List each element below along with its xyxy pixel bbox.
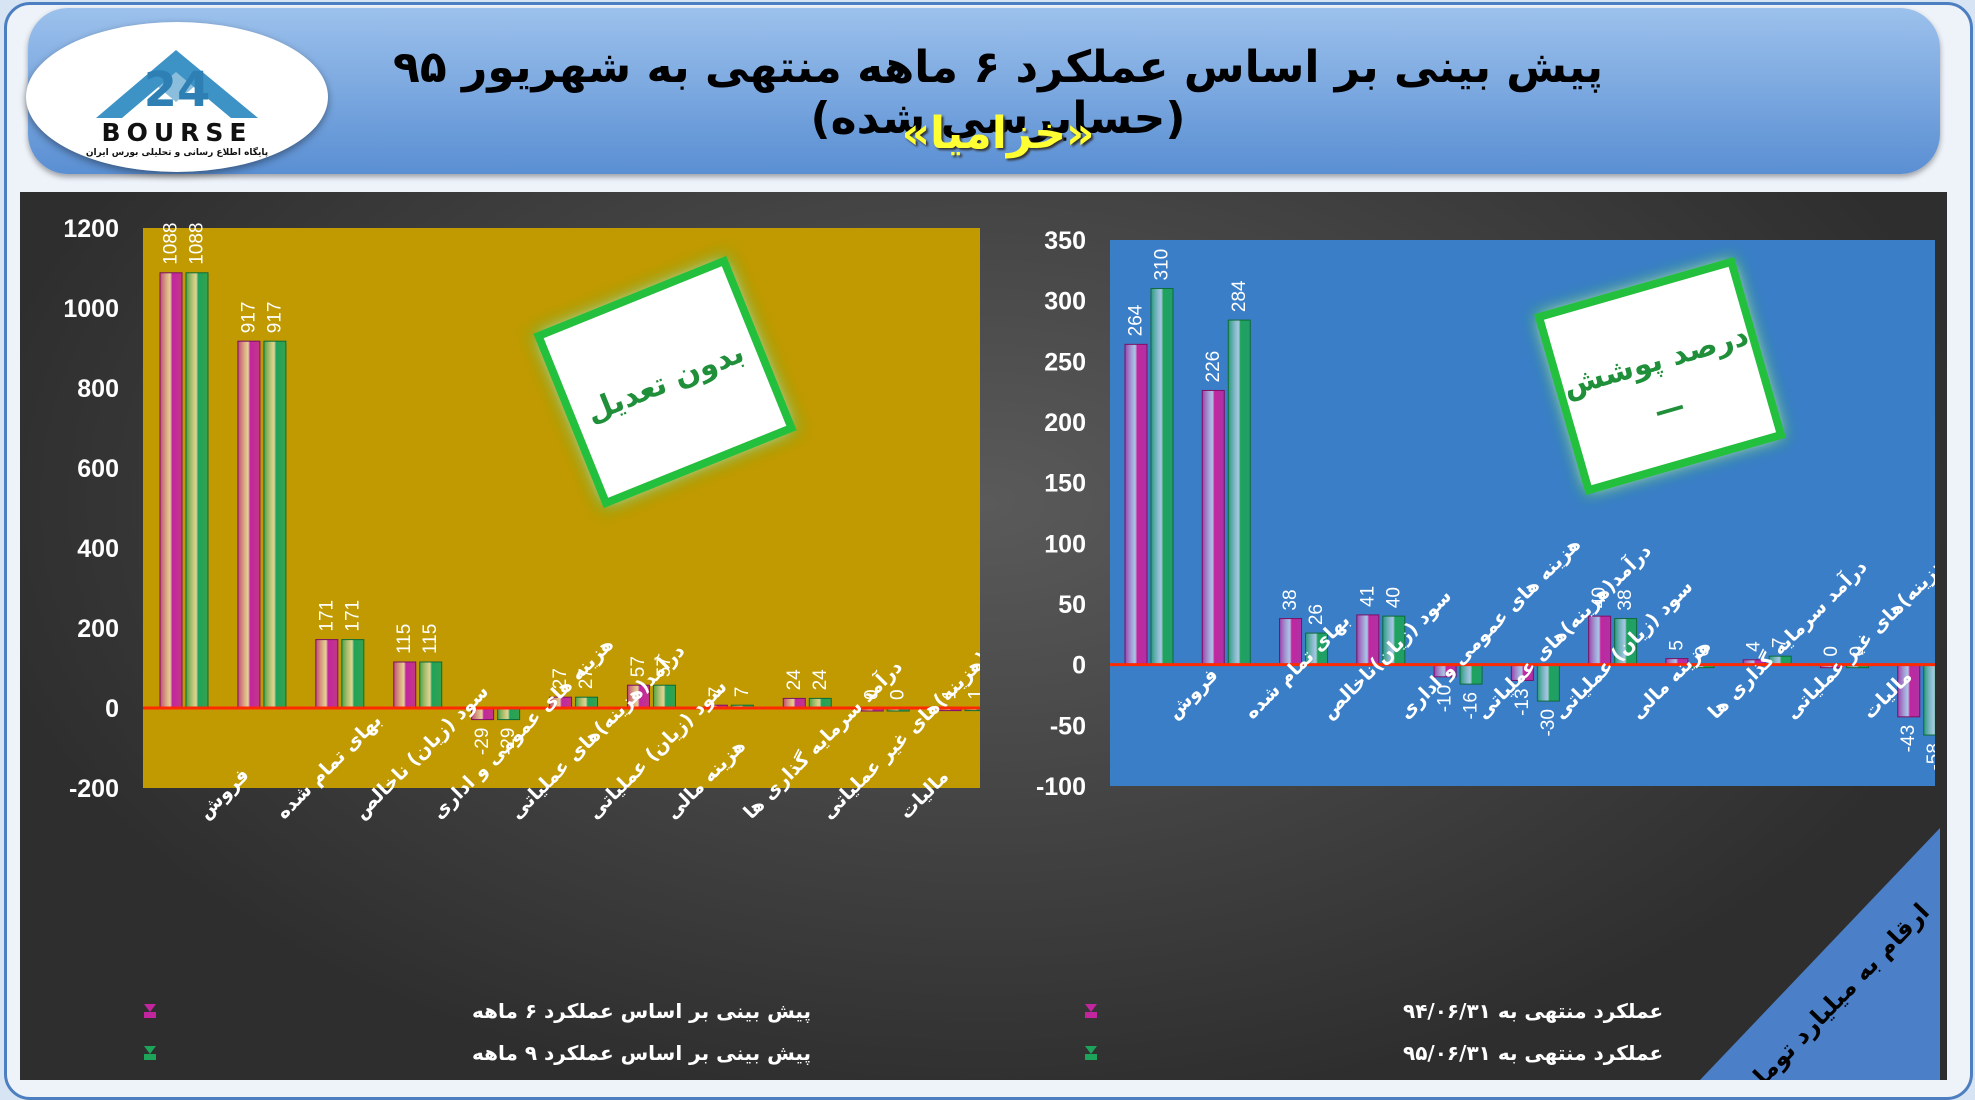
legend-marker <box>144 1004 156 1012</box>
page-title: پیش بینی بر اساس عملکرد ۶ ماهه منتهی به … <box>393 42 1603 144</box>
y-tick-label: 0 <box>1072 652 1086 680</box>
unit-banner: ارقام به میلیارد تومان <box>1700 828 1940 1080</box>
y-tick-label: 200 <box>77 615 119 643</box>
data-label: 115 <box>394 624 415 654</box>
y-tick-label: -200 <box>69 775 119 803</box>
data-label: 7 <box>1770 638 1791 649</box>
legend-label: پیش بینی بر اساس عملکرد ۹ ماهه <box>472 1041 811 1066</box>
data-label: 115 <box>420 624 441 654</box>
logo-mark-icon: 24 <box>96 50 258 118</box>
data-label: 27 <box>576 668 597 689</box>
data-label: 917 <box>238 301 259 333</box>
data-label: 0 <box>1692 646 1713 657</box>
legend-marker <box>1085 1004 1097 1012</box>
legend-label: عملکرد منتهی به ۹۴/۰۶/۳۱ <box>1403 999 1663 1023</box>
data-label: 1088 <box>187 223 208 265</box>
data-label: -30 <box>1538 709 1559 736</box>
badge: بدون تعدیل <box>533 255 797 509</box>
data-label: 7 <box>732 687 753 698</box>
data-label: 26 <box>1306 604 1327 625</box>
data-label: -43 <box>1898 725 1919 752</box>
legend-label: عملکرد منتهی به ۹۵/۰۶/۳۱ <box>1403 1041 1663 1065</box>
data-label: 7 <box>706 687 727 698</box>
y-tick-label: 600 <box>77 455 119 483</box>
legend-marker <box>144 1054 156 1060</box>
data-label: 284 <box>1229 280 1250 312</box>
data-label: 1 <box>966 689 980 700</box>
data-label: -10 <box>1435 685 1456 712</box>
data-label: 0 <box>862 689 883 700</box>
data-label: 40 <box>1589 587 1610 608</box>
y-tick-label: 0 <box>105 695 119 723</box>
data-label: 24 <box>784 669 805 691</box>
data-label: -13 <box>1512 688 1533 715</box>
data-label: 264 <box>1126 304 1147 336</box>
data-label: 310 <box>1152 249 1173 281</box>
y-tick-label: 50 <box>1058 591 1086 619</box>
data-label: 1 <box>940 689 961 700</box>
y-tick-label: -50 <box>1050 712 1086 740</box>
y-tick-label: 800 <box>77 375 119 403</box>
data-label: 38 <box>1615 589 1636 610</box>
data-label: 38 <box>1280 589 1301 610</box>
legend-marker <box>1085 1046 1097 1054</box>
legend-marker <box>1085 1054 1097 1060</box>
data-label: 0 <box>1821 646 1842 657</box>
data-label: 24 <box>810 669 831 691</box>
badge-box <box>533 255 797 509</box>
legend-marker <box>144 1012 156 1018</box>
y-tick-label: 300 <box>1044 288 1086 316</box>
data-label: 171 <box>316 600 337 632</box>
y-tick-label: 250 <box>1044 348 1086 376</box>
data-label: -16 <box>1461 692 1482 719</box>
y-tick-label: 400 <box>77 535 119 563</box>
data-label: 917 <box>264 301 285 333</box>
legend-marker <box>1085 1012 1097 1018</box>
data-label: 27 <box>550 668 571 689</box>
data-label: 0 <box>1847 646 1868 657</box>
legend-marker <box>144 1046 156 1054</box>
y-tick-label: -100 <box>1036 773 1086 801</box>
logo: 24 BOURSE پایگاه اطلاع رسانی و تحلیلی بو… <box>26 22 328 172</box>
logo-subtitle: پایگاه اطلاع رسانی و تحلیلی بورس ایران <box>85 148 269 158</box>
y-tick-label: 350 <box>1044 227 1086 255</box>
data-label: -58 <box>1924 743 1935 770</box>
data-label: 4 <box>1744 641 1765 652</box>
y-tick-label: 1200 <box>63 215 119 243</box>
data-label: 5 <box>1666 640 1687 651</box>
data-label: 40 <box>1383 587 1404 608</box>
header-banner: پیش بینی بر اساس عملکرد ۶ ماهه منتهی به … <box>28 8 1940 174</box>
data-label: -29 <box>498 728 519 755</box>
badge-box <box>1534 256 1786 496</box>
data-label: 226 <box>1203 351 1224 383</box>
y-tick-label: 150 <box>1044 470 1086 498</box>
y-tick-label: 200 <box>1044 409 1086 437</box>
data-label: 1088 <box>161 223 182 265</box>
data-label: 171 <box>342 600 363 632</box>
logo-number: 24 <box>144 62 211 118</box>
data-label: 57 <box>628 656 649 677</box>
data-label: 0 <box>888 689 909 700</box>
data-label: -29 <box>472 728 493 755</box>
y-tick-label: 1000 <box>63 295 119 323</box>
logo-word: BOURSE <box>101 118 253 147</box>
legend-label: پیش بینی بر اساس عملکرد ۶ ماهه <box>472 999 811 1024</box>
company-name: «خزامیا» <box>901 108 1095 159</box>
data-label: 41 <box>1357 586 1378 607</box>
y-tick-label: 100 <box>1044 530 1086 558</box>
badge: درصد پوشش— <box>1534 256 1786 496</box>
data-label: 57 <box>654 656 675 677</box>
charts-panel: -200 0 200 400 600 800 1000 1200 1088 917 171 115 -2… <box>20 192 1947 1080</box>
